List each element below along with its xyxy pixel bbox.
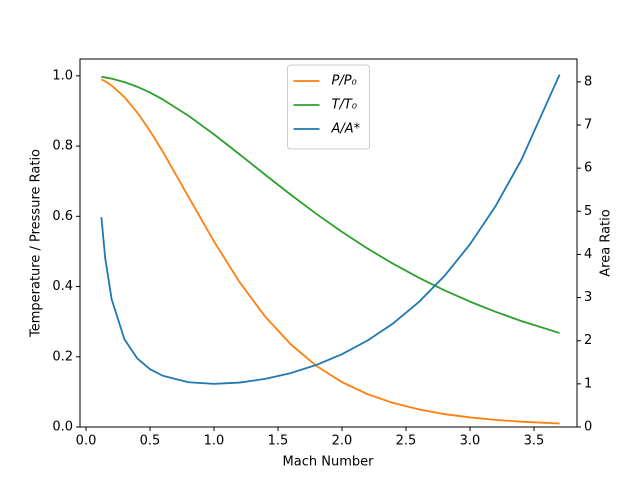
legend: P/P₀ T/T₀ A/A* — [287, 64, 370, 150]
y-tick-label: 0.0 — [52, 420, 73, 435]
y2-tick-label: 5 — [584, 204, 592, 219]
x-tick-label: 0.0 — [76, 434, 97, 449]
plot-frame — [79, 58, 578, 428]
y2-tick-label: 1 — [584, 376, 592, 391]
y2-tick-label: 6 — [584, 161, 592, 176]
legend-box — [287, 64, 370, 150]
x-tick-label: 3.0 — [460, 434, 481, 449]
y2-tick-label: 0 — [584, 420, 592, 435]
y2-tick-label: 4 — [584, 247, 592, 262]
y2-tick-label: 8 — [584, 74, 592, 89]
y-tick-label: 0.6 — [52, 209, 73, 224]
x-tick-label: 0.5 — [140, 434, 161, 449]
legend-label: P/P₀ — [332, 74, 358, 89]
line-series — [101, 75, 560, 334]
x-tick-label: 3.5 — [524, 434, 545, 449]
y2-tick-label: 7 — [584, 118, 592, 133]
x-tick-label: 1.0 — [204, 434, 225, 449]
x-tick-label: 2.5 — [396, 434, 417, 449]
legend-label: A/A* — [331, 122, 361, 137]
x-tick-label: 1.5 — [268, 434, 289, 449]
y2-tick-label: 2 — [584, 333, 592, 348]
x-tick-label: 2.0 — [332, 434, 353, 449]
x-axis-label: Mach Number — [283, 455, 375, 470]
line-series — [100, 74, 561, 385]
y-tick-label: 0.8 — [52, 139, 73, 154]
y2-tick-label: 3 — [584, 290, 592, 305]
y-tick-label: 1.0 — [52, 68, 73, 83]
y-tick-label: 0.4 — [52, 279, 73, 294]
y-tick-label: 0.2 — [52, 349, 73, 364]
legend-label: T/T₀ — [332, 98, 358, 113]
line-series — [100, 78, 560, 425]
y2-axis-label: Area Ratio — [599, 209, 614, 276]
y-axis-label: Temperature / Pressure Ratio — [29, 149, 44, 338]
